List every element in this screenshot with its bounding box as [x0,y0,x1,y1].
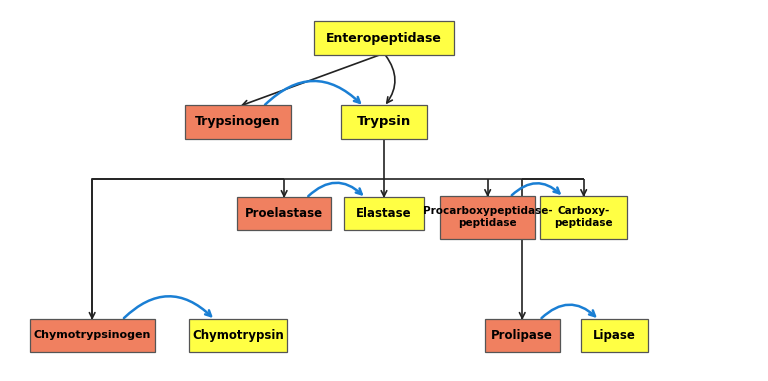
FancyBboxPatch shape [485,319,560,352]
FancyBboxPatch shape [344,197,424,230]
Text: Elastase: Elastase [356,207,412,220]
Text: Lipase: Lipase [593,329,636,342]
FancyBboxPatch shape [341,105,427,139]
FancyBboxPatch shape [440,196,535,239]
FancyBboxPatch shape [189,319,287,352]
Text: Proelastase: Proelastase [245,207,323,220]
Text: Prolipase: Prolipase [492,329,553,342]
FancyBboxPatch shape [541,196,627,239]
Text: Chymotrypsin: Chymotrypsin [192,329,284,342]
FancyBboxPatch shape [581,319,648,352]
FancyBboxPatch shape [29,319,155,352]
Text: Enteropeptidase: Enteropeptidase [326,32,442,45]
FancyBboxPatch shape [237,197,332,230]
Text: Trypsin: Trypsin [357,115,411,128]
Text: Procarboxypeptidase-
peptidase: Procarboxypeptidase- peptidase [423,207,552,228]
Text: Trypsinogen: Trypsinogen [195,115,281,128]
FancyBboxPatch shape [313,21,454,55]
Text: Chymotrypsinogen: Chymotrypsinogen [34,330,151,340]
Text: Carboxy-
peptidase: Carboxy- peptidase [554,207,613,228]
FancyBboxPatch shape [185,105,291,139]
